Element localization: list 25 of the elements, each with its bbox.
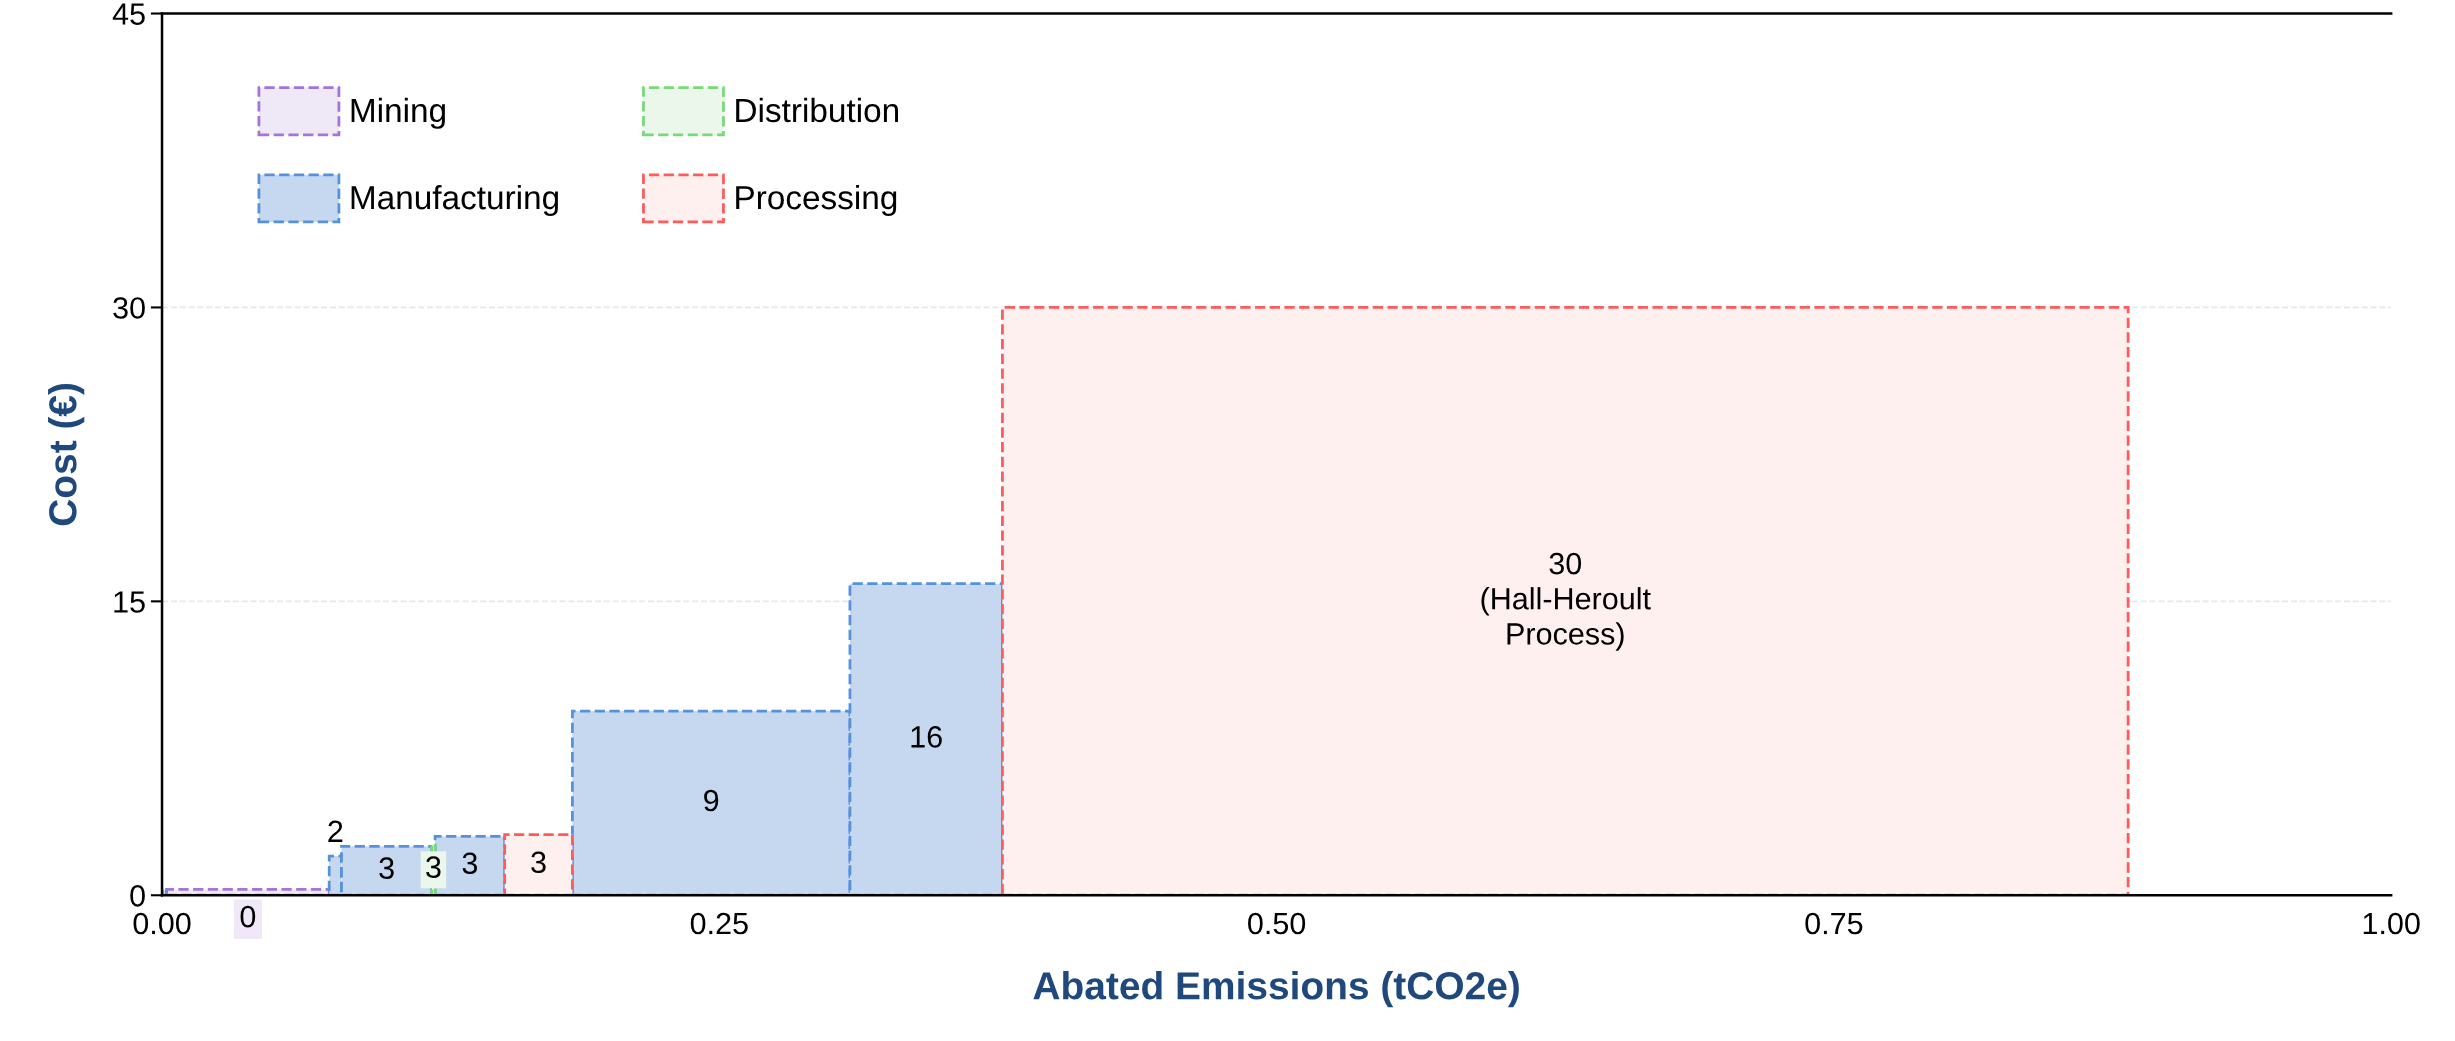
y-tick-label: 45 bbox=[112, 3, 145, 25]
x-tick-label: 0.50 bbox=[1248, 912, 1306, 935]
bar bbox=[165, 887, 331, 896]
y-tick-label: 15 bbox=[114, 591, 145, 613]
data-label: 16 bbox=[911, 726, 942, 748]
data-label: 3 bbox=[462, 852, 478, 875]
y-tick-label: 0 bbox=[130, 885, 145, 907]
x-tick-label: 0.00 bbox=[133, 912, 191, 935]
legend-label: Mining bbox=[351, 97, 445, 129]
legend-label: Distribution bbox=[736, 97, 899, 123]
data-label: 3 bbox=[531, 851, 546, 874]
data-label: 2 bbox=[328, 820, 343, 842]
data-label: 30 (Hall-Heroult Process) bbox=[1481, 552, 1651, 651]
x-axis-title: Abated Emissions (tCO2e) bbox=[1033, 970, 1519, 1008]
x-tick-label: 0.25 bbox=[690, 912, 748, 935]
y-tick-label: 30 bbox=[113, 297, 145, 319]
legend-label: Processing bbox=[736, 184, 897, 217]
data-label: 9 bbox=[704, 789, 719, 812]
data-label: 0 bbox=[240, 905, 256, 928]
legend-label: Manufacturing bbox=[351, 184, 558, 217]
y-axis-title: Cost (€) bbox=[48, 383, 85, 526]
data-label: 3 bbox=[426, 856, 441, 878]
x-tick-label: 0.75 bbox=[1805, 912, 1863, 935]
data-label: 3 bbox=[379, 857, 394, 879]
x-tick-label: 1.00 bbox=[2363, 912, 2420, 935]
